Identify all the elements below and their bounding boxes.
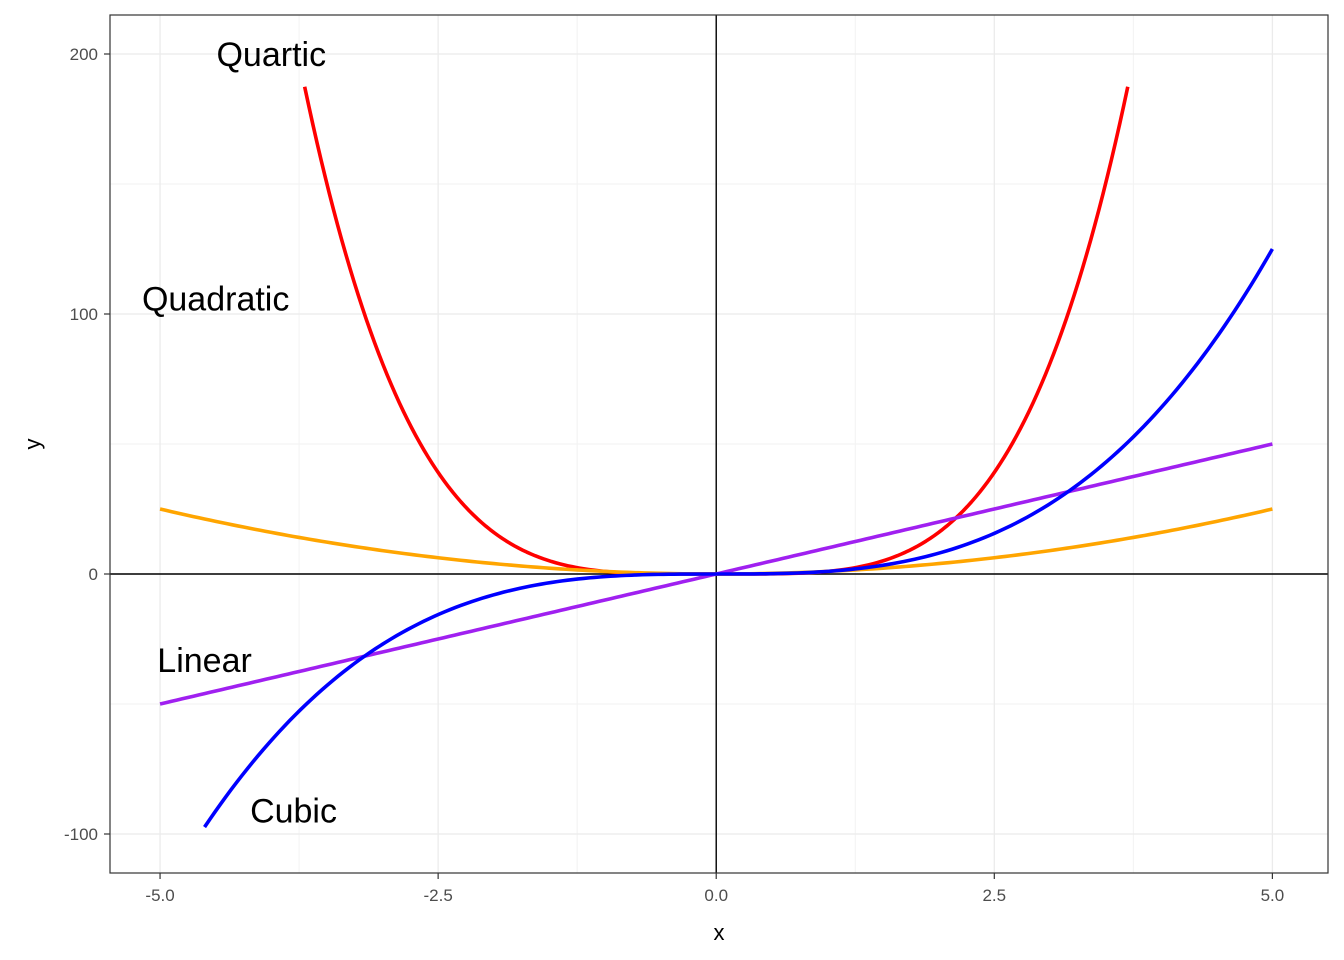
panel-border (109, 14, 1329, 874)
x-axis: -5.0 -2.5 0.0 2.5 5.0 (145, 873, 1284, 905)
series-lines (159, 86, 1274, 829)
series-line-cubic (203, 248, 1274, 829)
y-axis: -100 0 100 200 (64, 45, 110, 844)
y-tick-label: 100 (70, 305, 98, 324)
grid-minor-lines (110, 15, 1328, 873)
x-tick-label: 2.5 (982, 886, 1006, 905)
curve-label-quartic: Quartic (216, 36, 326, 74)
x-tick-label: -2.5 (423, 886, 452, 905)
x-tick-label: -5.0 (145, 886, 174, 905)
curve-label-cubic: Cubic (250, 793, 337, 831)
x-axis-title: x (714, 920, 725, 945)
y-tick-label: 0 (89, 565, 98, 584)
x-tick-label: 5.0 (1261, 886, 1285, 905)
curve-label-quadratic: Quadratic (142, 280, 289, 318)
y-tick-label: 200 (70, 45, 98, 64)
y-axis-title: y (20, 439, 45, 450)
curve-label-linear: Linear (157, 642, 252, 680)
curve-labels: Quartic Quadratic Linear Cubic (142, 36, 337, 831)
x-tick-label: 0.0 (704, 886, 728, 905)
y-tick-label: -100 (64, 825, 98, 844)
